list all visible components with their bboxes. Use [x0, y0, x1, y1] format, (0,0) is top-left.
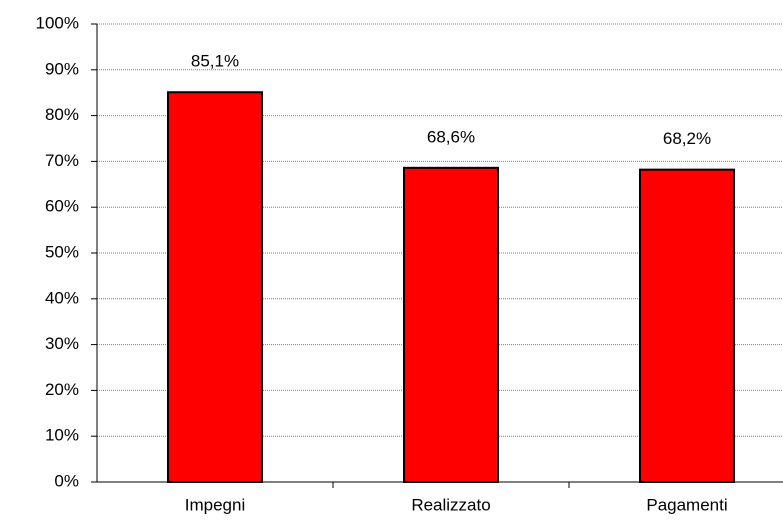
y-tick-label: 50%: [45, 242, 79, 261]
y-tick-label: 30%: [45, 334, 79, 353]
value-label: 85,1%: [191, 52, 239, 71]
y-tick-label: 40%: [45, 288, 79, 307]
x-tick-label: Pagamenti: [646, 495, 727, 514]
y-tick-label: 100%: [36, 13, 79, 32]
y-tick-label: 70%: [45, 151, 79, 170]
value-label: 68,2%: [663, 129, 711, 148]
value-label: 68,6%: [427, 127, 475, 146]
y-tick-label: 10%: [45, 426, 79, 445]
y-tick-label: 20%: [45, 380, 79, 399]
x-tick-label: Realizzato: [411, 495, 490, 514]
y-tick-label: 80%: [45, 105, 79, 124]
y-tick-label: 90%: [45, 59, 79, 78]
bar: [639, 168, 735, 483]
y-tick-label: 60%: [45, 197, 79, 216]
x-tick-label: Impegni: [185, 495, 245, 514]
bar: [403, 166, 499, 483]
y-tick-label: 0%: [54, 471, 79, 490]
bar: [167, 91, 263, 483]
